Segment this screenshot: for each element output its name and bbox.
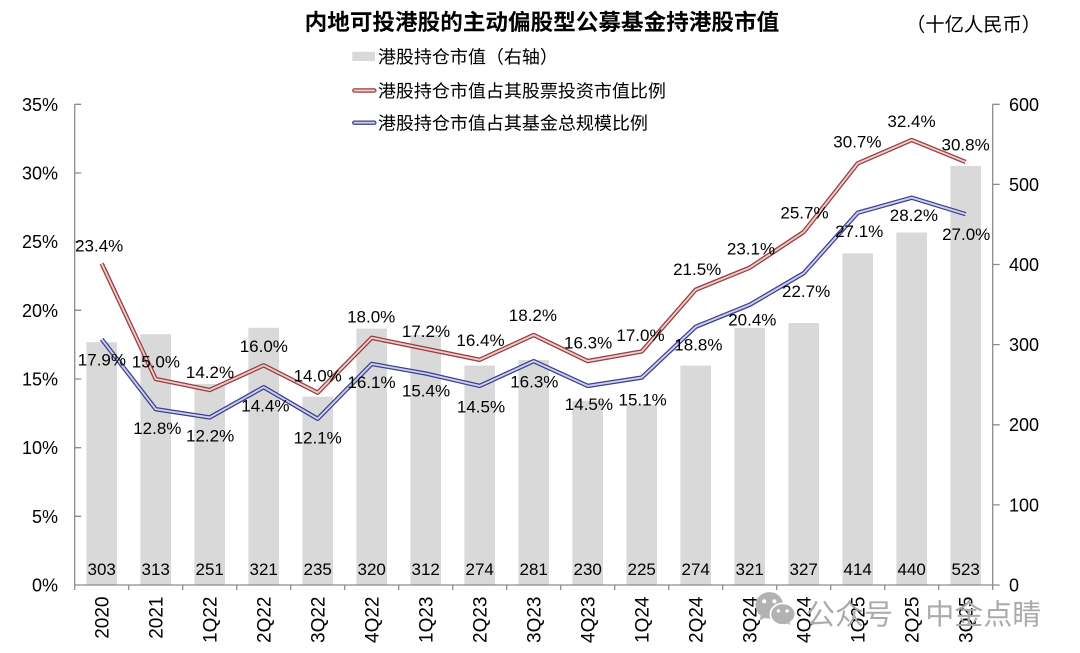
svg-text:16.3%: 16.3% (510, 373, 558, 392)
svg-text:274: 274 (682, 560, 710, 579)
svg-text:200: 200 (1009, 415, 1039, 435)
svg-text:2Q22: 2Q22 (255, 597, 276, 643)
svg-text:2Q23: 2Q23 (471, 597, 492, 643)
svg-text:14.2%: 14.2% (186, 363, 234, 382)
svg-text:14.0%: 14.0% (294, 367, 342, 386)
svg-text:0%: 0% (32, 576, 58, 596)
svg-text:312: 312 (412, 560, 440, 579)
svg-text:15.4%: 15.4% (402, 382, 450, 401)
svg-text:230: 230 (574, 560, 602, 579)
svg-text:1Q23: 1Q23 (417, 597, 438, 643)
svg-text:16.4%: 16.4% (456, 331, 504, 350)
svg-text:313: 313 (142, 560, 170, 579)
svg-text:321: 321 (250, 560, 278, 579)
svg-text:2Q24: 2Q24 (687, 596, 708, 643)
svg-text:25%: 25% (22, 232, 58, 252)
svg-text:225: 225 (628, 560, 656, 579)
svg-text:14.5%: 14.5% (457, 397, 505, 416)
svg-text:600: 600 (1009, 95, 1039, 115)
svg-text:4Q24: 4Q24 (795, 596, 816, 643)
svg-text:30%: 30% (22, 164, 58, 184)
svg-text:300: 300 (1009, 335, 1039, 355)
svg-text:303: 303 (88, 560, 116, 579)
svg-text:4Q22: 4Q22 (363, 597, 384, 643)
svg-text:14.4%: 14.4% (241, 397, 289, 416)
svg-text:320: 320 (358, 560, 386, 579)
svg-text:327: 327 (790, 560, 818, 579)
svg-text:21.5%: 21.5% (673, 260, 721, 279)
svg-text:4Q23: 4Q23 (579, 597, 600, 643)
svg-text:15.0%: 15.0% (132, 353, 180, 372)
svg-text:235: 235 (304, 560, 332, 579)
svg-text:30.8%: 30.8% (941, 136, 989, 155)
svg-text:20.4%: 20.4% (728, 311, 776, 330)
svg-text:25.7%: 25.7% (780, 204, 828, 223)
svg-text:14.5%: 14.5% (565, 395, 613, 414)
svg-text:12.2%: 12.2% (186, 426, 234, 445)
svg-text:20%: 20% (22, 301, 58, 321)
svg-text:15.1%: 15.1% (618, 391, 666, 410)
svg-text:18.0%: 18.0% (347, 308, 395, 327)
svg-text:2021: 2021 (147, 597, 168, 639)
svg-text:32.4%: 32.4% (887, 112, 935, 131)
svg-text:18.2%: 18.2% (509, 306, 557, 325)
svg-text:17.0%: 17.0% (616, 326, 664, 345)
svg-text:28.2%: 28.2% (890, 206, 938, 225)
svg-text:2020: 2020 (93, 597, 114, 639)
svg-text:16.0%: 16.0% (240, 337, 288, 356)
svg-text:22.7%: 22.7% (782, 282, 830, 301)
svg-text:274: 274 (466, 560, 494, 579)
svg-text:251: 251 (196, 560, 224, 579)
svg-text:400: 400 (1009, 255, 1039, 275)
svg-text:12.8%: 12.8% (133, 419, 181, 438)
svg-text:1Q24: 1Q24 (633, 596, 654, 643)
svg-text:15%: 15% (22, 370, 58, 390)
svg-text:27.0%: 27.0% (942, 225, 990, 244)
svg-text:2Q25: 2Q25 (903, 597, 924, 643)
svg-text:3Q22: 3Q22 (309, 597, 330, 643)
svg-text:414: 414 (844, 560, 872, 579)
svg-text:27.1%: 27.1% (835, 222, 883, 241)
svg-text:23.1%: 23.1% (727, 239, 775, 258)
svg-text:100: 100 (1009, 495, 1039, 515)
svg-text:12.1%: 12.1% (294, 429, 342, 448)
svg-text:5%: 5% (32, 507, 58, 527)
svg-text:523: 523 (952, 560, 980, 579)
svg-text:440: 440 (898, 560, 926, 579)
svg-text:23.4%: 23.4% (75, 237, 123, 256)
svg-text:16.1%: 16.1% (347, 373, 395, 392)
svg-text:321: 321 (736, 560, 764, 579)
svg-text:18.8%: 18.8% (674, 336, 722, 355)
svg-text:281: 281 (520, 560, 548, 579)
svg-text:35%: 35% (22, 95, 58, 115)
svg-text:17.2%: 17.2% (402, 322, 450, 341)
svg-text:17.9%: 17.9% (78, 351, 126, 370)
svg-text:10%: 10% (22, 438, 58, 458)
svg-text:500: 500 (1009, 175, 1039, 195)
svg-text:30.7%: 30.7% (833, 133, 881, 152)
svg-text:0: 0 (1009, 576, 1019, 596)
svg-text:3Q23: 3Q23 (525, 597, 546, 643)
svg-text:16.3%: 16.3% (564, 334, 612, 353)
svg-text:1Q22: 1Q22 (201, 597, 222, 643)
